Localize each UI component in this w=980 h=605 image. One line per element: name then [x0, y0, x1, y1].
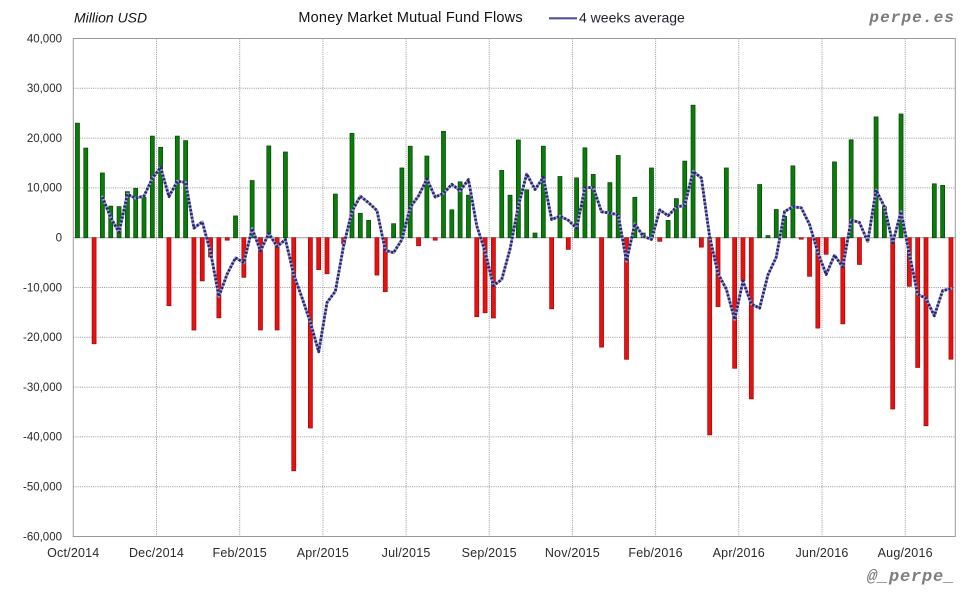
- svg-text:-60,000: -60,000: [23, 531, 62, 543]
- svg-text:-10,000: -10,000: [23, 282, 62, 294]
- svg-text:@_perpe_: @_perpe_: [867, 568, 955, 587]
- svg-text:-20,000: -20,000: [23, 332, 62, 344]
- svg-text:40,000: 40,000: [27, 33, 62, 45]
- svg-text:0: 0: [56, 233, 62, 245]
- svg-text:Jun/2016: Jun/2016: [795, 546, 848, 560]
- svg-text:perpe.es: perpe.es: [868, 9, 955, 27]
- svg-text:Apr/2016: Apr/2016: [713, 546, 765, 560]
- svg-text:30,000: 30,000: [27, 83, 62, 95]
- svg-text:Dec/2014: Dec/2014: [129, 546, 184, 560]
- svg-text:Oct/2014: Oct/2014: [47, 546, 99, 560]
- svg-text:4 weeks average: 4 weeks average: [579, 10, 685, 26]
- svg-text:Money Market Mutual Fund Flows: Money Market Mutual Fund Flows: [298, 10, 522, 26]
- svg-text:20,000: 20,000: [27, 133, 62, 145]
- svg-text:Nov/2015: Nov/2015: [545, 546, 600, 560]
- svg-text:10,000: 10,000: [27, 183, 62, 195]
- svg-text:Feb/2015: Feb/2015: [212, 546, 266, 560]
- svg-text:Apr/2015: Apr/2015: [297, 546, 349, 560]
- svg-text:-50,000: -50,000: [23, 482, 62, 494]
- svg-text:Feb/2016: Feb/2016: [628, 546, 682, 560]
- svg-text:Jul/2015: Jul/2015: [382, 546, 431, 560]
- svg-text:-30,000: -30,000: [23, 382, 62, 394]
- svg-text:Million USD: Million USD: [74, 10, 147, 26]
- svg-text:Aug/2016: Aug/2016: [878, 546, 933, 560]
- svg-text:Sep/2015: Sep/2015: [462, 546, 517, 560]
- svg-text:-40,000: -40,000: [23, 432, 62, 444]
